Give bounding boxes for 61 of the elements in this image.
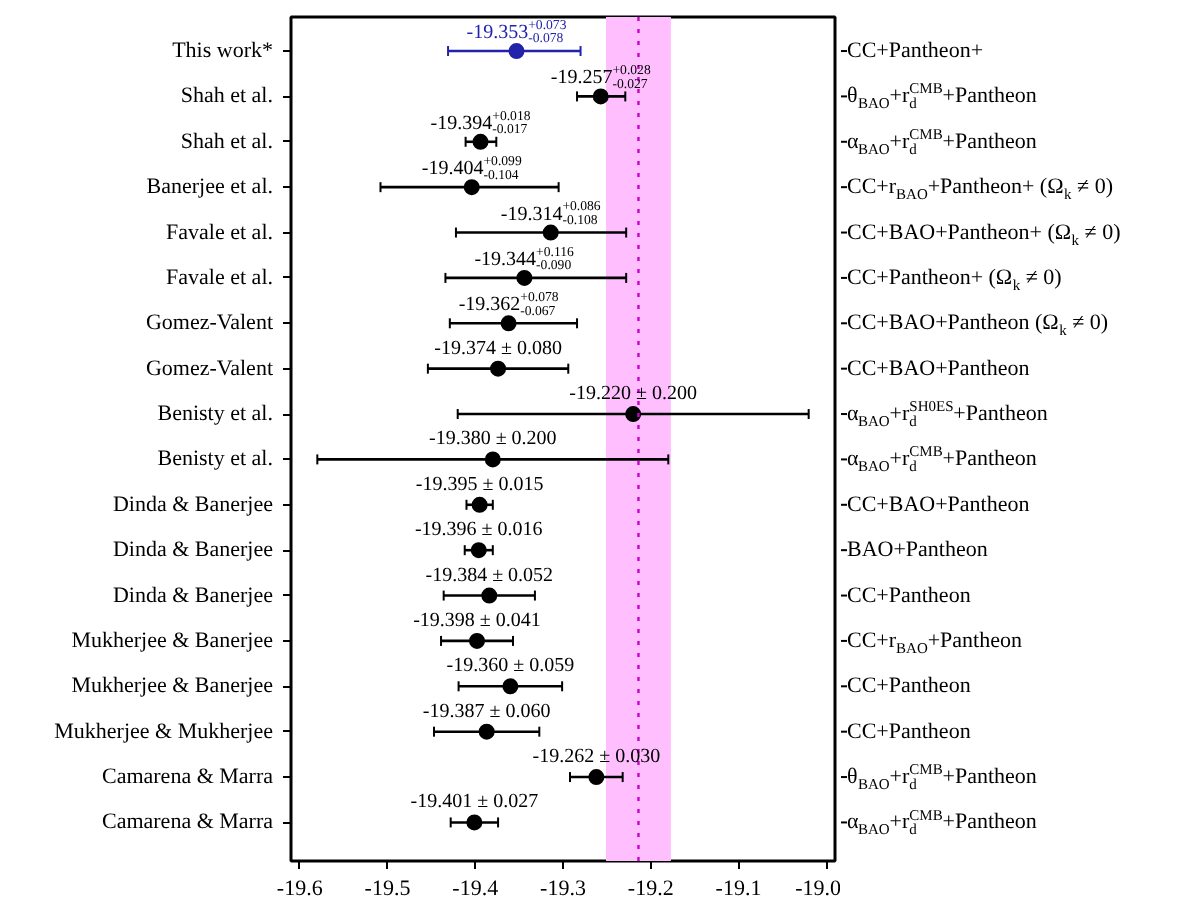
y-tick-label: Camarena & Marra <box>101 765 274 790</box>
x-tick-label: -19.0 <box>795 877 842 901</box>
y2-tick-label: CC+Pantheon <box>847 583 972 608</box>
x-tick-label: -19.1 <box>715 877 762 901</box>
point <box>472 133 489 150</box>
point <box>463 179 480 196</box>
point <box>471 496 488 513</box>
y-tick-label: Shah et al. <box>180 129 274 154</box>
y-tick-label: Mukherjee & Mukherjee <box>54 719 274 744</box>
point <box>500 315 517 332</box>
data-label: -19.374 ± 0.080 <box>434 337 562 360</box>
y-tick-label: Banerjee et al. <box>146 175 274 200</box>
point <box>542 224 559 241</box>
point <box>470 542 487 559</box>
data-label: -19.384 ± 0.052 <box>425 564 554 587</box>
data-label: -19.396 ± 0.016 <box>414 519 543 542</box>
data-label: -19.395 ± 0.015 <box>415 473 544 496</box>
y2-tick-label: BAO+Pantheon <box>847 538 989 563</box>
x-tick-label: -19.5 <box>364 877 412 901</box>
data-label: -19.398 ± 0.041 <box>413 609 541 632</box>
y-tick-label: Mukherjee & Banerjee <box>71 628 274 653</box>
y-tick-label: Gomez-Valent <box>145 356 273 381</box>
data-label: -19.380 ± 0.200 <box>428 428 557 451</box>
y-tick-label: Dinda & Banerjee <box>112 492 274 517</box>
y2-tick-label: CC+Pantheon+ <box>847 39 984 64</box>
y-tick-label: This work* <box>172 39 274 64</box>
y-tick-label: Camarena & Marra <box>101 810 274 835</box>
y-tick-label: Dinda & Banerjee <box>112 583 274 608</box>
x-tick-label: -19.3 <box>540 877 587 901</box>
y-tick-label: Gomez-Valent <box>145 311 273 336</box>
point <box>484 451 501 468</box>
point <box>481 587 498 604</box>
point <box>466 814 483 831</box>
y-tick-label: Mukherjee & Banerjee <box>71 674 274 699</box>
x-tick-label: -19.6 <box>276 877 324 901</box>
x-tick-label: -19.4 <box>452 877 500 901</box>
point <box>478 723 495 740</box>
y-tick-label: Favale et al. <box>166 220 274 245</box>
y2-tick-label: CC+BAO+Pantheon <box>847 492 1031 517</box>
data-label: -19.220 ± 0.200 <box>569 383 698 406</box>
data-label: -19.387 ± 0.060 <box>422 700 551 723</box>
point <box>508 43 525 60</box>
y2-tick-label: CC+Pantheon <box>847 674 972 699</box>
y2-tick-label: CC+BAO+Pantheon <box>847 356 1031 381</box>
y2-tick-label: CC+Pantheon <box>847 719 972 744</box>
data-label: -19.360 ± 0.059 <box>446 655 575 678</box>
point <box>625 406 642 423</box>
y-tick-label: Benisty et al. <box>157 447 274 472</box>
x-tick-label: -19.2 <box>627 877 674 901</box>
point <box>490 360 507 377</box>
point <box>592 88 609 105</box>
y-tick-label: Benisty et al. <box>157 402 274 427</box>
point <box>469 632 486 649</box>
y-tick-label: Shah et al. <box>180 84 274 109</box>
point <box>502 678 519 695</box>
y-tick-label: Dinda & Banerjee <box>112 538 274 563</box>
point <box>588 769 605 786</box>
y-tick-label: Favale et al. <box>166 265 274 290</box>
data-label: -19.401 ± 0.027 <box>410 791 539 814</box>
point <box>516 269 533 286</box>
data-label: -19.262 ± 0.030 <box>532 746 661 769</box>
